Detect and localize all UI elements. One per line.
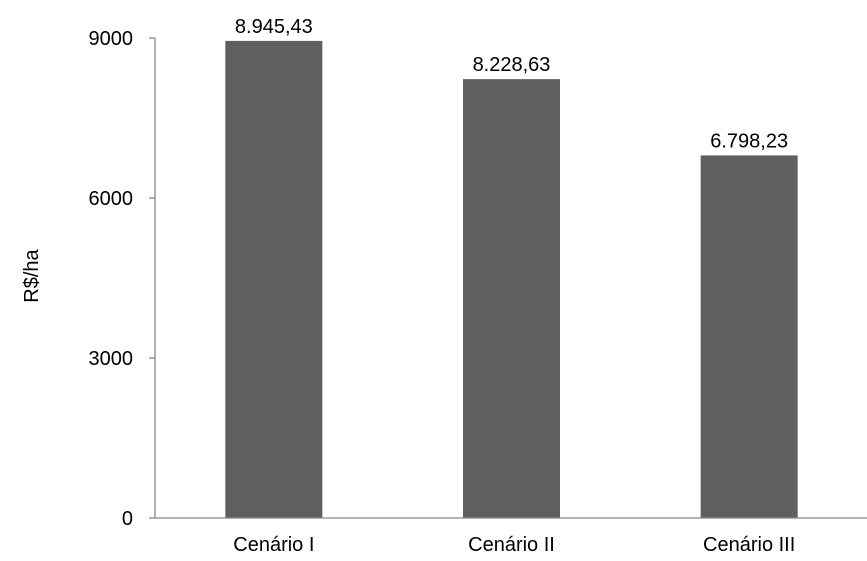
bar-2 xyxy=(463,79,560,518)
x-tick-label-3: Cenário III xyxy=(703,534,795,556)
data-label-3: 6.798,23 xyxy=(710,130,788,152)
y-tick-label-2: 3000 xyxy=(89,348,134,370)
bar-3 xyxy=(700,155,798,518)
x-tick-label-2: Cenário II xyxy=(468,534,555,556)
y-axis-title: R$/ha xyxy=(21,248,43,302)
bar-1 xyxy=(225,40,323,518)
y-tick-label-4: 9000 xyxy=(89,28,134,50)
x-ticks-group: Cenário I Cenário II Cenário III xyxy=(233,534,795,556)
data-labels-group: 8.945,43 8.228,63 6.798,23 xyxy=(235,16,788,153)
data-label-2: 8.228,63 xyxy=(473,54,551,76)
bars-group xyxy=(225,40,798,518)
y-tick-label-1: 0 xyxy=(122,508,133,530)
y-ticks-group: 0 3000 6000 9000 xyxy=(89,28,155,530)
x-tick-label-1: Cenário I xyxy=(233,534,314,556)
data-label-1: 8.945,43 xyxy=(235,16,313,38)
y-tick-label-3: 6000 xyxy=(89,188,134,210)
